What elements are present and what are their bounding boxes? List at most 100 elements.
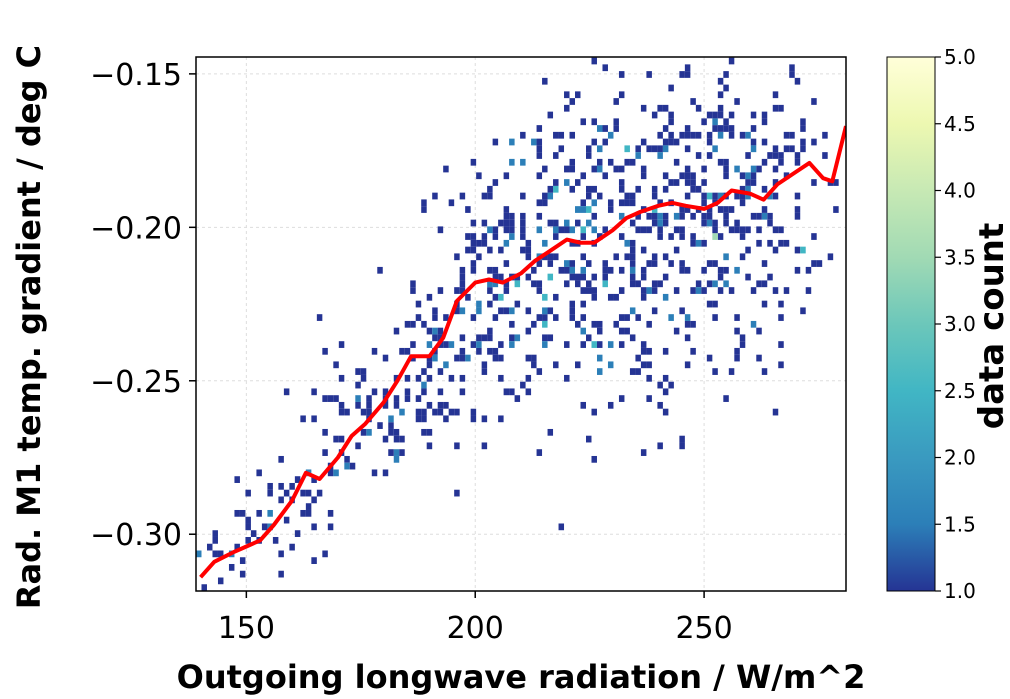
heatmap-cell [640,361,647,369]
heatmap-cell [778,314,784,321]
heatmap-cell [311,476,317,483]
heatmap-cell [525,354,532,362]
y-axis: −0.30 −0.25 −0.20 −0.15 [90,58,196,553]
colorbar-tick-label: 3.0 [944,312,976,336]
heatmap-cell [525,253,532,261]
heatmap-cell [437,327,444,335]
heatmap-cell [547,111,554,119]
heatmap-cell [701,179,707,186]
heatmap-cell [492,226,499,234]
heatmap-cell [761,185,768,193]
heatmap-cell [421,428,427,436]
heatmap-cell [629,253,636,261]
heatmap-cell [586,185,592,193]
heatmap-cell [476,172,482,180]
heatmap-cell [410,341,416,348]
heatmap-cell [382,354,389,362]
heatmap-cell [322,395,328,402]
heatmap-cell [520,158,526,166]
heatmap-cell [437,334,444,342]
heatmap-cell [410,287,416,294]
heatmap-cell [712,280,718,288]
heatmap-cell [459,388,466,396]
heatmap-cell [596,327,603,335]
heatmap-cell [596,158,603,166]
heatmap-cell [717,125,724,132]
heatmap-cell [651,253,658,261]
heatmap-cell [558,523,565,531]
heatmap-cell [393,428,400,436]
heatmap-cell [492,280,499,288]
heatmap-cell [778,239,784,247]
heatmap-cell [437,368,444,375]
heatmap-cell [613,293,619,301]
heatmap-cell [476,300,482,308]
heatmap-cell [706,111,713,119]
heatmap-cell [212,530,218,537]
heatmap-cell [459,334,466,342]
heatmap-cell [498,246,504,254]
heatmap-cell [712,219,718,227]
heatmap-cell [662,388,669,396]
heatmap-cell [684,165,691,173]
heatmap-cell [624,327,630,335]
heatmap-cell [525,327,532,335]
heatmap-cell [811,260,817,267]
heatmap-cell [311,523,317,531]
heatmap-cell [509,219,515,227]
colorbar-tick-label: 1.5 [944,512,976,536]
heatmap-cell [723,165,729,173]
heatmap-cell [695,185,702,193]
heatmap-cell [498,341,504,348]
heatmap-cell [267,489,273,497]
heatmap-cell [778,361,784,369]
heatmap-cell [404,374,411,382]
heatmap-cell [640,449,647,456]
heatmap-cell [756,212,762,220]
heatmap-cell [712,118,718,126]
heatmap-cell [783,287,790,294]
x-axis-title: Outgoing longwave radiation / W/m^2 [177,658,866,696]
heatmap-cell [618,314,625,321]
heatmap-cell [547,273,554,281]
colorbar-ticks: 1.0 1.5 2.0 2.5 3.0 3.5 4.0 4.5 5.0 [935,45,976,603]
heatmap-cell [717,111,724,119]
heatmap-cell [602,138,608,146]
heatmap-cell [454,442,460,450]
heatmap-cell [772,91,779,99]
heatmap-cell [294,476,301,483]
heatmap-cell [564,179,570,186]
heatmap-cell [789,64,795,72]
heatmap-cell [498,293,504,301]
colorbar [886,56,936,592]
heatmap-cell [305,503,312,510]
heatmap-cell [684,334,691,342]
heatmap-cell [602,280,608,288]
heatmap-cell [547,253,554,261]
heatmap-cell [580,341,586,348]
heatmap-cell [333,361,339,369]
heatmap-cell [640,246,647,254]
heatmap-cell [745,131,751,139]
heatmap-cell [778,300,784,308]
heatmap-cell [728,226,735,234]
heatmap-cell [607,158,614,166]
heatmap-cell [646,71,652,78]
heatmap-cell [651,206,658,213]
heatmap-cell [596,125,603,132]
heatmap-cell [547,185,554,193]
heatmap-cell [690,233,696,240]
heatmap-cell [525,307,532,315]
heatmap-cell [514,280,521,288]
heatmap-cell [316,489,323,497]
heatmap-cell [558,226,565,234]
heatmap-cell [800,307,806,315]
heatmap-cell [624,145,630,153]
heatmap-cell [338,374,345,382]
heatmap-cell [739,253,746,261]
heatmap-cell [607,341,614,348]
heatmap-cell [575,280,581,288]
heatmap-cell [536,125,543,132]
heatmap-cell [553,226,559,234]
heatmap-cell [569,307,576,315]
